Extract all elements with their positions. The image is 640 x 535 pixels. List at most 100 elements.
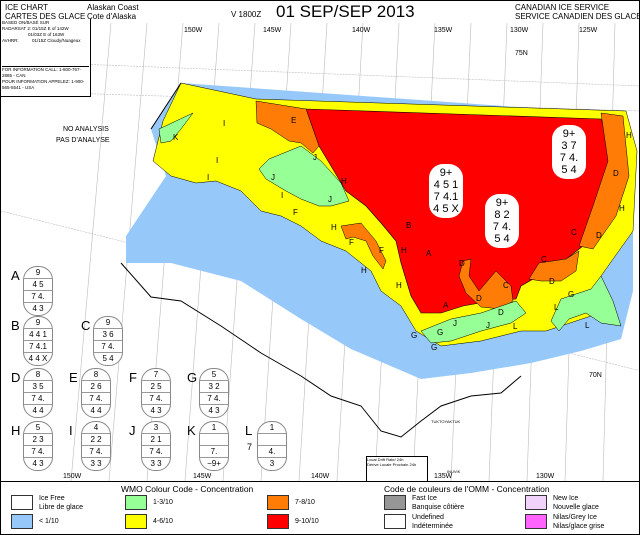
region-label: J — [328, 195, 332, 204]
region-label: J — [313, 153, 317, 162]
coastline — [120, 262, 522, 438]
legend-label: 9-10/10 — [295, 518, 319, 525]
region-label: A — [426, 249, 432, 258]
map-text: NO ANALYSIS — [63, 126, 109, 133]
egg-code: 1 7. −9+ — [199, 421, 229, 471]
legend-title-fr: Code de couleurs de l'OMM - Concentratio… — [384, 484, 550, 494]
legend: WMO Colour Code - Concentration Code de … — [1, 481, 639, 534]
legend-label: Fast Ice Banquise côtière — [412, 495, 465, 511]
region-label: C — [541, 255, 547, 264]
legend-swatch — [125, 495, 147, 510]
region-label: D — [596, 231, 602, 240]
longitude-label: 135W — [434, 473, 453, 480]
egg-code: 1 4. 3 — [257, 421, 287, 471]
region-label: I — [207, 173, 210, 182]
region-name: Alaskan Coast Cote d'Alaska — [87, 3, 139, 21]
region-label: G — [568, 290, 575, 299]
region-7-8-e — [255, 100, 320, 154]
region-label: E — [291, 116, 297, 125]
region-1-3-l — [550, 275, 622, 332]
longitude-label: 140W — [311, 473, 330, 480]
region-label: F — [293, 208, 298, 217]
region-label: H — [401, 246, 407, 255]
region-label: D — [459, 259, 465, 268]
legend-swatch — [384, 495, 406, 510]
region-label: I — [281, 191, 284, 200]
legend-swatch — [11, 495, 33, 510]
parallel-line — [1, 60, 639, 87]
region-label: D — [613, 169, 619, 178]
legend-label: < 1/10 — [39, 518, 59, 525]
egg-letter: J — [129, 423, 136, 438]
egg-letter: K — [187, 423, 196, 438]
region-label: H — [396, 281, 402, 290]
region-7-8-f — [340, 222, 387, 270]
chart-type: ICE CHART CARTES DES GLACE — [5, 3, 86, 21]
region-label: I — [216, 156, 219, 165]
region-label: D — [549, 277, 555, 286]
egg-letter: B — [11, 318, 20, 333]
region-label: G — [431, 343, 438, 352]
region-label: J — [453, 319, 457, 328]
region-label: H — [361, 266, 367, 275]
region-label: G — [411, 331, 418, 340]
egg-letter: I — [69, 423, 73, 438]
legend-swatch — [525, 495, 547, 510]
legend-swatch — [11, 514, 33, 529]
region-label: D — [476, 294, 482, 303]
region-label: H — [341, 177, 347, 186]
legend-swatch — [267, 495, 289, 510]
region-label: C — [503, 281, 509, 290]
legend-label: Ice Free Libre de glace — [39, 495, 83, 511]
legend-swatch — [267, 514, 289, 529]
region-label: K — [173, 133, 179, 142]
region-label: H — [331, 223, 337, 232]
region-1-3-j — [258, 145, 350, 207]
region-1-3-south — [420, 300, 527, 344]
region-label: C — [571, 228, 577, 237]
region-label: F — [379, 246, 384, 255]
longitude-label: 125W — [579, 27, 598, 34]
region-label: F — [349, 238, 354, 247]
region-label: L — [585, 321, 590, 330]
map-text: PAS D'ANALYSE — [56, 137, 110, 144]
agency: CANADIAN ICE SERVICE SERVICE CANADIEN DES… — [515, 3, 640, 21]
map-text: 75N — [515, 50, 528, 57]
region-label: L — [513, 322, 518, 331]
egg-letter: E — [69, 370, 78, 385]
legend-label: Nilas/Grey Ice Nilas/glace grise — [553, 514, 605, 530]
region-7-8-d-east — [578, 112, 630, 250]
chart-date: 01 SEP/SEP 2013 — [276, 2, 415, 21]
legend-label: New Ice Nouvelle glace — [553, 495, 599, 511]
region-label: D — [498, 308, 504, 317]
region-label: B — [406, 221, 412, 230]
egg-letter: A — [11, 268, 20, 283]
longitude-label: 130W — [510, 27, 529, 34]
egg-letter: G — [187, 370, 198, 385]
egg-letter: F — [129, 370, 137, 385]
region-label: I — [223, 119, 226, 128]
legend-label: Undefined Indéterminée — [412, 514, 453, 530]
valid-time: V 1800Z — [231, 10, 262, 19]
region-label: J — [486, 321, 490, 330]
legend-swatch — [125, 514, 147, 529]
region-7-8-d-se — [528, 250, 580, 282]
egg-letter: C — [81, 318, 91, 333]
no-analysis-boundary — [150, 82, 182, 130]
longitude-label: 135W — [434, 27, 453, 34]
longitude-label: 145W — [263, 27, 282, 34]
info-box: BASED ON/BASÉ SUR RADARSAT 2: 01/15Z E o… — [1, 19, 91, 97]
map-text: INUVIK — [447, 469, 461, 474]
map-text: 70N — [589, 372, 602, 379]
legend-label: 1-3/10 — [153, 499, 173, 506]
